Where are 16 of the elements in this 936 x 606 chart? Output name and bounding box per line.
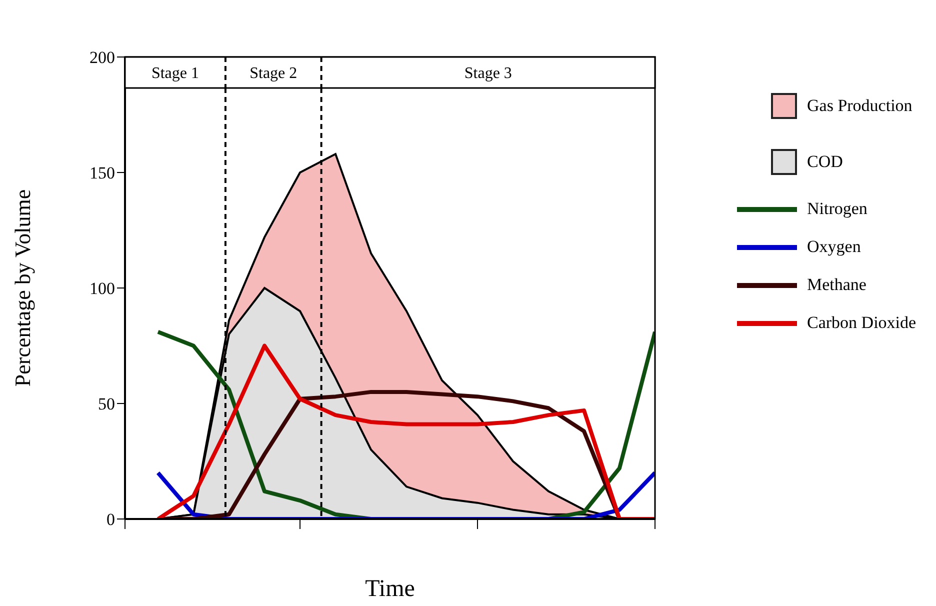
x-axis-title: Time bbox=[365, 576, 415, 602]
legend-label: Methane bbox=[807, 275, 868, 295]
legend-label: Gas Production bbox=[807, 96, 914, 116]
y-axis-title: Percentage by Volume bbox=[10, 189, 35, 387]
legend-label: COD bbox=[807, 152, 844, 172]
y-tick-label: 100 bbox=[90, 279, 115, 298]
legend-label: Carbon Dioxide bbox=[807, 313, 918, 333]
annotation: Stage 1 bbox=[151, 65, 200, 82]
y-tick-label: 150 bbox=[90, 164, 115, 183]
legend-label: Oxygen bbox=[807, 237, 862, 257]
y-tick-label: 200 bbox=[90, 48, 115, 68]
annotation: Stage 2 bbox=[250, 65, 298, 82]
annotation: Stage 3 bbox=[464, 65, 512, 82]
y-tick-label: 0 bbox=[106, 510, 115, 530]
legend-label: Nitrogen bbox=[807, 199, 868, 219]
y-tick-label: 50 bbox=[98, 394, 115, 414]
